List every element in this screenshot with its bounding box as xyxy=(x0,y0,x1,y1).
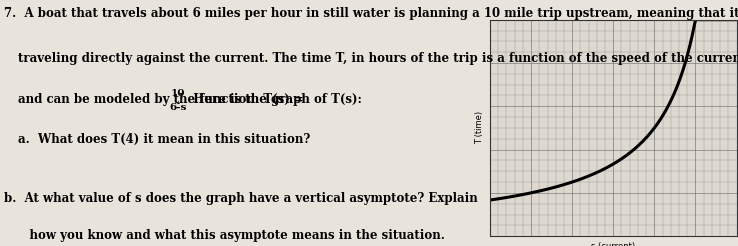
Text: Here is the graph of T(s):: Here is the graph of T(s): xyxy=(184,93,362,107)
Y-axis label: T (time): T (time) xyxy=(475,111,484,144)
Text: how you know and what this asymptote means in the situation.: how you know and what this asymptote mea… xyxy=(13,229,445,242)
Text: 10: 10 xyxy=(170,89,185,98)
Text: 7.  A boat that travels about 6 miles per hour in still water is planning a 10 m: 7. A boat that travels about 6 miles per… xyxy=(4,7,738,20)
Text: b.  At what value of s does the graph have a vertical asymptote? Explain: b. At what value of s does the graph hav… xyxy=(4,192,477,205)
Text: traveling directly against the current. The time T, in hours of the trip is a fu: traveling directly against the current. … xyxy=(18,52,738,65)
Text: 6-s: 6-s xyxy=(169,103,187,112)
Text: a.  What does T(4) it mean in this situation?: a. What does T(4) it mean in this situat… xyxy=(18,133,311,146)
X-axis label: s (current): s (current) xyxy=(591,242,635,246)
Text: and can be modeled by the function: T(s) =: and can be modeled by the function: T(s)… xyxy=(18,93,308,107)
